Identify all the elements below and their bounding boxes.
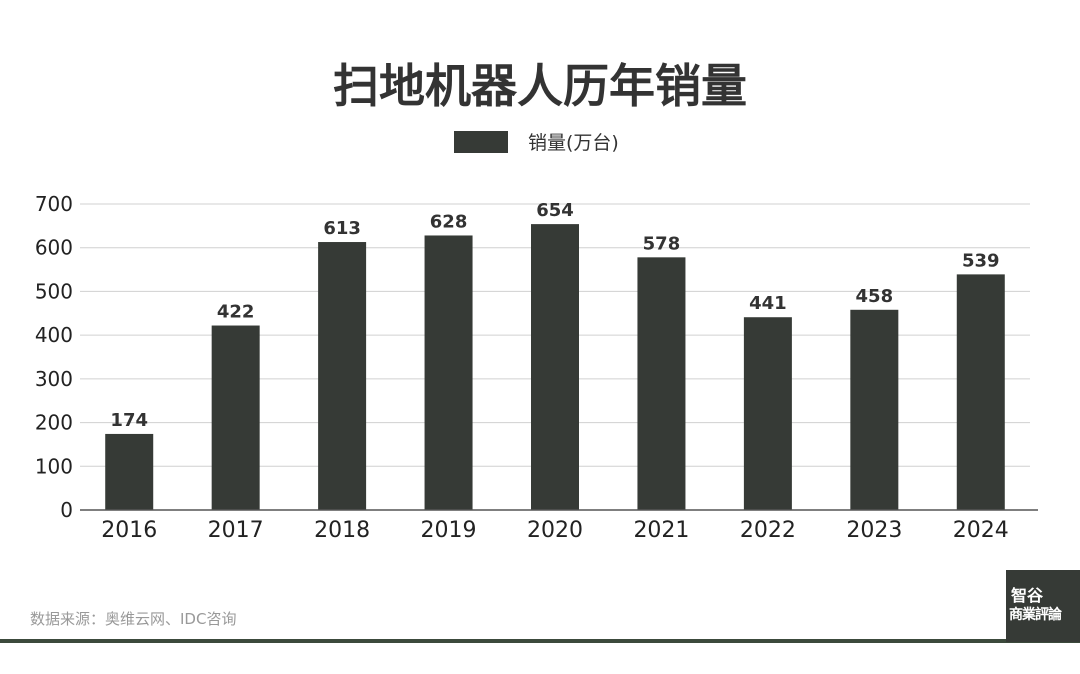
bar	[424, 235, 473, 510]
data-label: 458	[856, 286, 894, 307]
x-tick-label: 2021	[633, 518, 689, 543]
bar	[211, 325, 260, 510]
y-tick-label: 300	[35, 367, 73, 391]
data-label: 613	[323, 218, 361, 239]
data-label: 654	[536, 200, 574, 221]
logo-line2: 商業評論	[1009, 607, 1062, 623]
source-note: 数据来源：奥维云网、IDC咨询	[30, 610, 237, 628]
footer-rule	[0, 639, 1080, 643]
bar	[318, 242, 367, 510]
y-tick-label: 200	[35, 411, 73, 435]
legend-swatch	[454, 130, 508, 153]
legend: 销量(万台)	[454, 128, 619, 155]
y-tick-label: 500	[35, 279, 73, 303]
x-tick-label: 2016	[101, 518, 157, 543]
x-tick-label: 2018	[314, 518, 370, 543]
bar	[956, 274, 1005, 510]
x-tick-label: 2023	[846, 518, 902, 543]
x-tick-label: 2017	[208, 518, 264, 543]
bar	[637, 257, 686, 510]
data-label: 628	[430, 211, 468, 232]
bar	[531, 224, 579, 510]
y-tick-label: 100	[35, 454, 73, 478]
data-label: 578	[643, 233, 681, 254]
chart-title: 扫地机器人历年销量	[333, 59, 747, 113]
bar	[850, 309, 899, 510]
bar	[743, 317, 792, 510]
data-label: 441	[749, 293, 787, 314]
data-label: 422	[217, 302, 255, 323]
data-label: 539	[962, 250, 1000, 271]
y-tick-label: 600	[35, 236, 73, 260]
y-tick-label: 0	[60, 498, 73, 522]
logo-line1: 智谷	[1011, 586, 1044, 605]
x-tick-label: 2020	[527, 518, 583, 543]
y-tick-label: 700	[35, 192, 73, 216]
data-label: 174	[110, 410, 148, 431]
x-tick-label: 2019	[421, 518, 477, 543]
brand-logo: 智谷 商業評論	[1006, 570, 1080, 642]
legend-label: 销量(万台)	[528, 132, 619, 154]
bar	[105, 433, 154, 510]
x-tick-label: 2022	[740, 518, 796, 543]
y-tick-label: 400	[35, 323, 73, 347]
x-tick-label: 2024	[953, 518, 1009, 543]
